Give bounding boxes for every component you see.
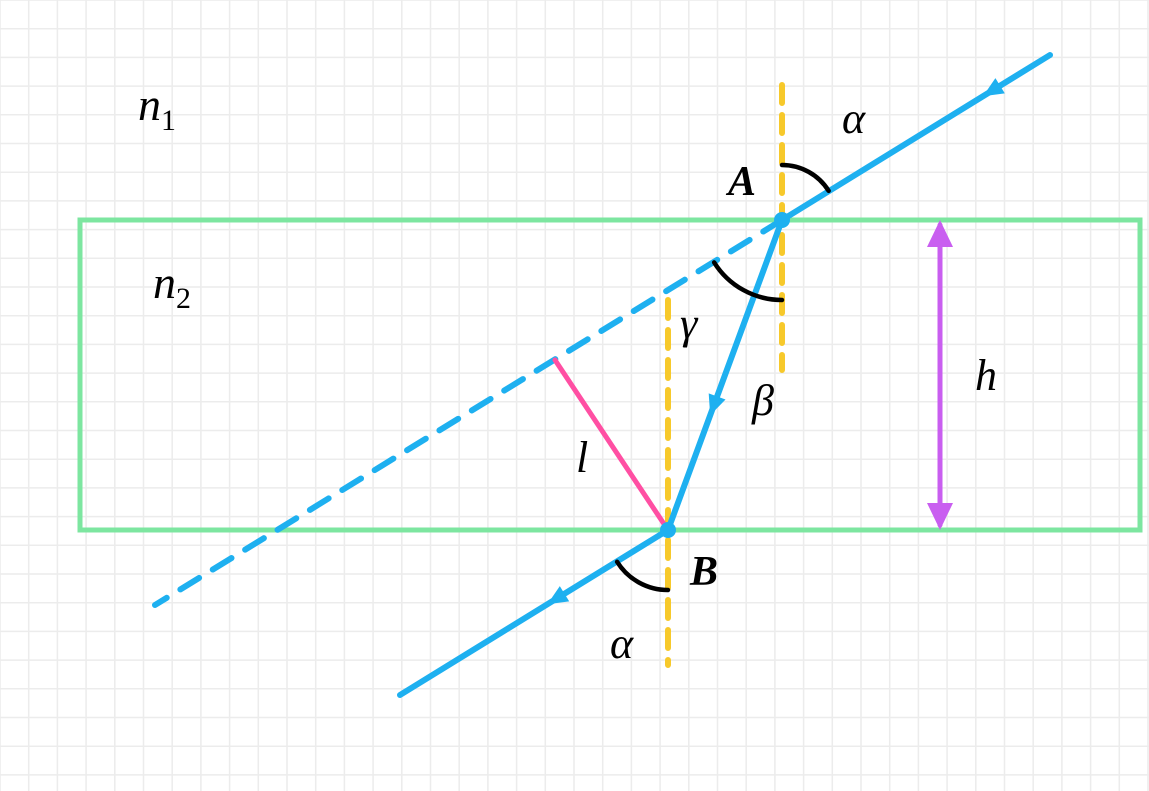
- undeviated-ray: [155, 220, 782, 605]
- label-B: B: [690, 548, 718, 596]
- label-gamma: γ: [680, 298, 697, 349]
- label-l: l: [576, 432, 588, 483]
- label-alpha2: α: [610, 618, 633, 669]
- label-A: A: [728, 158, 756, 206]
- arc-gamma: [714, 262, 782, 300]
- label-n1: n1: [138, 78, 176, 138]
- outgoing-ray: [400, 530, 668, 695]
- label-beta: β: [752, 375, 774, 426]
- incoming-ray: [782, 55, 1050, 220]
- label-alpha1: α: [842, 93, 865, 144]
- point-B: [660, 522, 676, 538]
- label-h: h: [975, 350, 997, 401]
- arc-alpha-top: [782, 165, 829, 191]
- label-n2: n2: [153, 256, 191, 316]
- lateral-shift-l: [555, 360, 668, 530]
- point-A: [774, 212, 790, 228]
- h-arrow-up: [927, 220, 953, 247]
